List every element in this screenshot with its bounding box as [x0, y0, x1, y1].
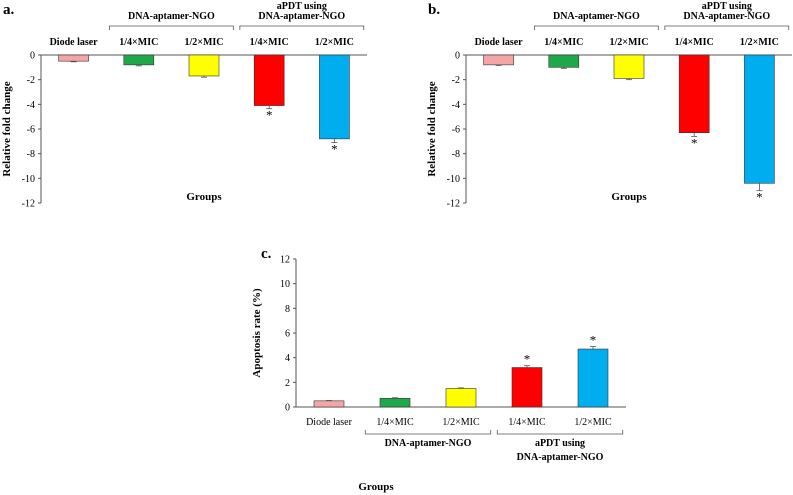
panel-b-y-tick-label: -12 [447, 199, 460, 210]
panel-a-bar-3 [188, 54, 220, 77]
panel-a-bar-2 [123, 54, 155, 66]
panel-c-group-bracket-2 [496, 430, 624, 435]
panel-a-group-title-2-line-1: aPDT using [277, 1, 327, 12]
panel-a-bar-4 [253, 54, 285, 106]
panel-b-y-tick-label: 0 [455, 51, 460, 62]
panel-c-group-title-2-line-2: DNA-aptamer-NGO [517, 452, 604, 463]
panel-a-y-tick-label: -2 [27, 75, 35, 86]
panel-b-significance-marker: * [756, 190, 763, 205]
panel-b-bar-3 [613, 54, 645, 79]
panel-b-category-label-3: 1/2×MIC [609, 37, 648, 48]
panel-c-y-tick-label: 8 [285, 304, 290, 315]
panel-a-significance-marker: * [266, 108, 273, 123]
panel-b-x-axis-label: Groups [611, 191, 647, 203]
panel-b-y-axis-label: Relative fold change [426, 81, 438, 176]
panel-c-y-tick-label: 12 [280, 255, 290, 266]
panel-a-category-label-3: 1/2×MIC [184, 37, 223, 48]
panel-a-letter: a. [3, 2, 15, 18]
panel-c-bar-2 [379, 398, 411, 408]
panel-a-group-title-1: DNA-aptamer-NGO [128, 11, 215, 22]
panel-b-bar-1 [483, 54, 514, 66]
panel-c-significance-marker: * [524, 352, 531, 367]
panel-b-significance-marker: * [691, 135, 698, 150]
panel-c-letter: c. [261, 246, 272, 262]
panel-b-group-title-1: DNA-aptamer-NGO [553, 11, 640, 22]
panel-b-bar-2 [548, 54, 580, 68]
panel-b-y-tick-label: -6 [452, 125, 460, 136]
panel-c-y-tick-label: 10 [280, 279, 290, 290]
panel-a-y-tick-label: -4 [27, 100, 35, 111]
panel-c-significance-marker: * [590, 333, 597, 348]
panel-c-category-label-4: 1/4×MIC [508, 417, 546, 428]
panel-c-category-label-2: 1/4×MIC [376, 417, 414, 428]
panel-a-category-label-4: 1/4×MIC [250, 37, 289, 48]
panel-a-y-tick-label: -8 [27, 149, 35, 160]
panel-c-group-bracket-1 [364, 430, 492, 435]
panel-a-y-tick-label: 0 [30, 51, 35, 62]
panel-a-group-bracket-2 [239, 25, 365, 30]
panel-a-y-tick-label: -12 [22, 199, 35, 210]
panel-a-y-tick-label: -10 [22, 174, 35, 185]
panel-b-y-tick-label: -8 [452, 149, 460, 160]
panel-a-chart: a. 0 -2 -4 -6 -8 -10 -12 Relative fold change Gro… [1, 1, 367, 210]
panel-b-category-label-4: 1/4×MIC [675, 37, 714, 48]
panel-c-x-axis-label: Groups [358, 481, 394, 493]
panel-a-category-label-1: Diode laser [50, 37, 99, 48]
panel-b-bar-4 [678, 54, 710, 133]
panel-c-y-tick-label: 2 [285, 378, 290, 389]
panel-c-chart: c. 0 2 4 6 8 10 12 Apoptosis rate (%) Groups * * Dio… [251, 246, 626, 493]
panel-a-y-tick-label: -6 [27, 125, 35, 136]
panel-b-group-title-2-line-2: DNA-aptamer-NGO [683, 11, 770, 22]
panel-b-y-tick-label: -2 [452, 75, 460, 86]
panel-b-category-label-2: 1/4×MIC [544, 37, 583, 48]
panel-c-category-label-5: 1/2×MIC [574, 417, 612, 428]
panel-b-bar-5 [744, 54, 775, 184]
panel-a-x-axis-label: Groups [186, 191, 222, 203]
panel-b-category-label-1: Diode laser [475, 37, 524, 48]
panel-a-group-bracket-1 [109, 25, 234, 30]
panel-b-group-title-2-line-1: aPDT using [702, 1, 752, 12]
panel-a-category-label-5: 1/2×MIC [315, 37, 354, 48]
panel-b-category-label-5: 1/2×MIC [740, 37, 779, 48]
panel-c-category-label-3: 1/2×MIC [442, 417, 480, 428]
panel-c-bar-5 [577, 348, 609, 408]
panel-a-category-label-2: 1/4×MIC [119, 37, 158, 48]
panel-b-group-bracket-2 [664, 25, 790, 30]
panel-b-y-tick-label: -4 [452, 100, 460, 111]
panel-c-y-axis-label: Apoptosis rate (%) [251, 288, 263, 378]
panel-c-y-tick-label: 0 [285, 403, 290, 414]
panel-a-y-axis-label: Relative fold change [1, 81, 13, 176]
panel-c-y-tick-label: 6 [285, 329, 290, 340]
panel-c-bar-4 [511, 367, 543, 408]
panel-a-group-title-2-line-2: DNA-aptamer-NGO [258, 11, 345, 22]
panel-a-bar-5 [319, 54, 350, 140]
panel-b-chart: b. 0 -2 -4 -6 -8 -10 -12 Relative fold change Gro… [426, 1, 792, 210]
panel-b-group-bracket-1 [534, 25, 659, 30]
panel-a-significance-marker: * [331, 142, 338, 157]
panel-c-group-title-1: DNA-aptamer-NGO [385, 438, 472, 449]
panel-c-bar-1 [313, 400, 345, 408]
panel-c-bar-3 [445, 388, 477, 408]
panel-b-letter: b. [428, 2, 440, 18]
panel-b-y-tick-label: -10 [447, 174, 460, 185]
panel-c-group-title-2-line-1: aPDT using [535, 438, 585, 449]
panel-c-y-tick-label: 4 [285, 353, 290, 364]
panel-a-bar-1 [58, 54, 89, 62]
panel-c-category-label-1: Diode laser [306, 417, 352, 428]
